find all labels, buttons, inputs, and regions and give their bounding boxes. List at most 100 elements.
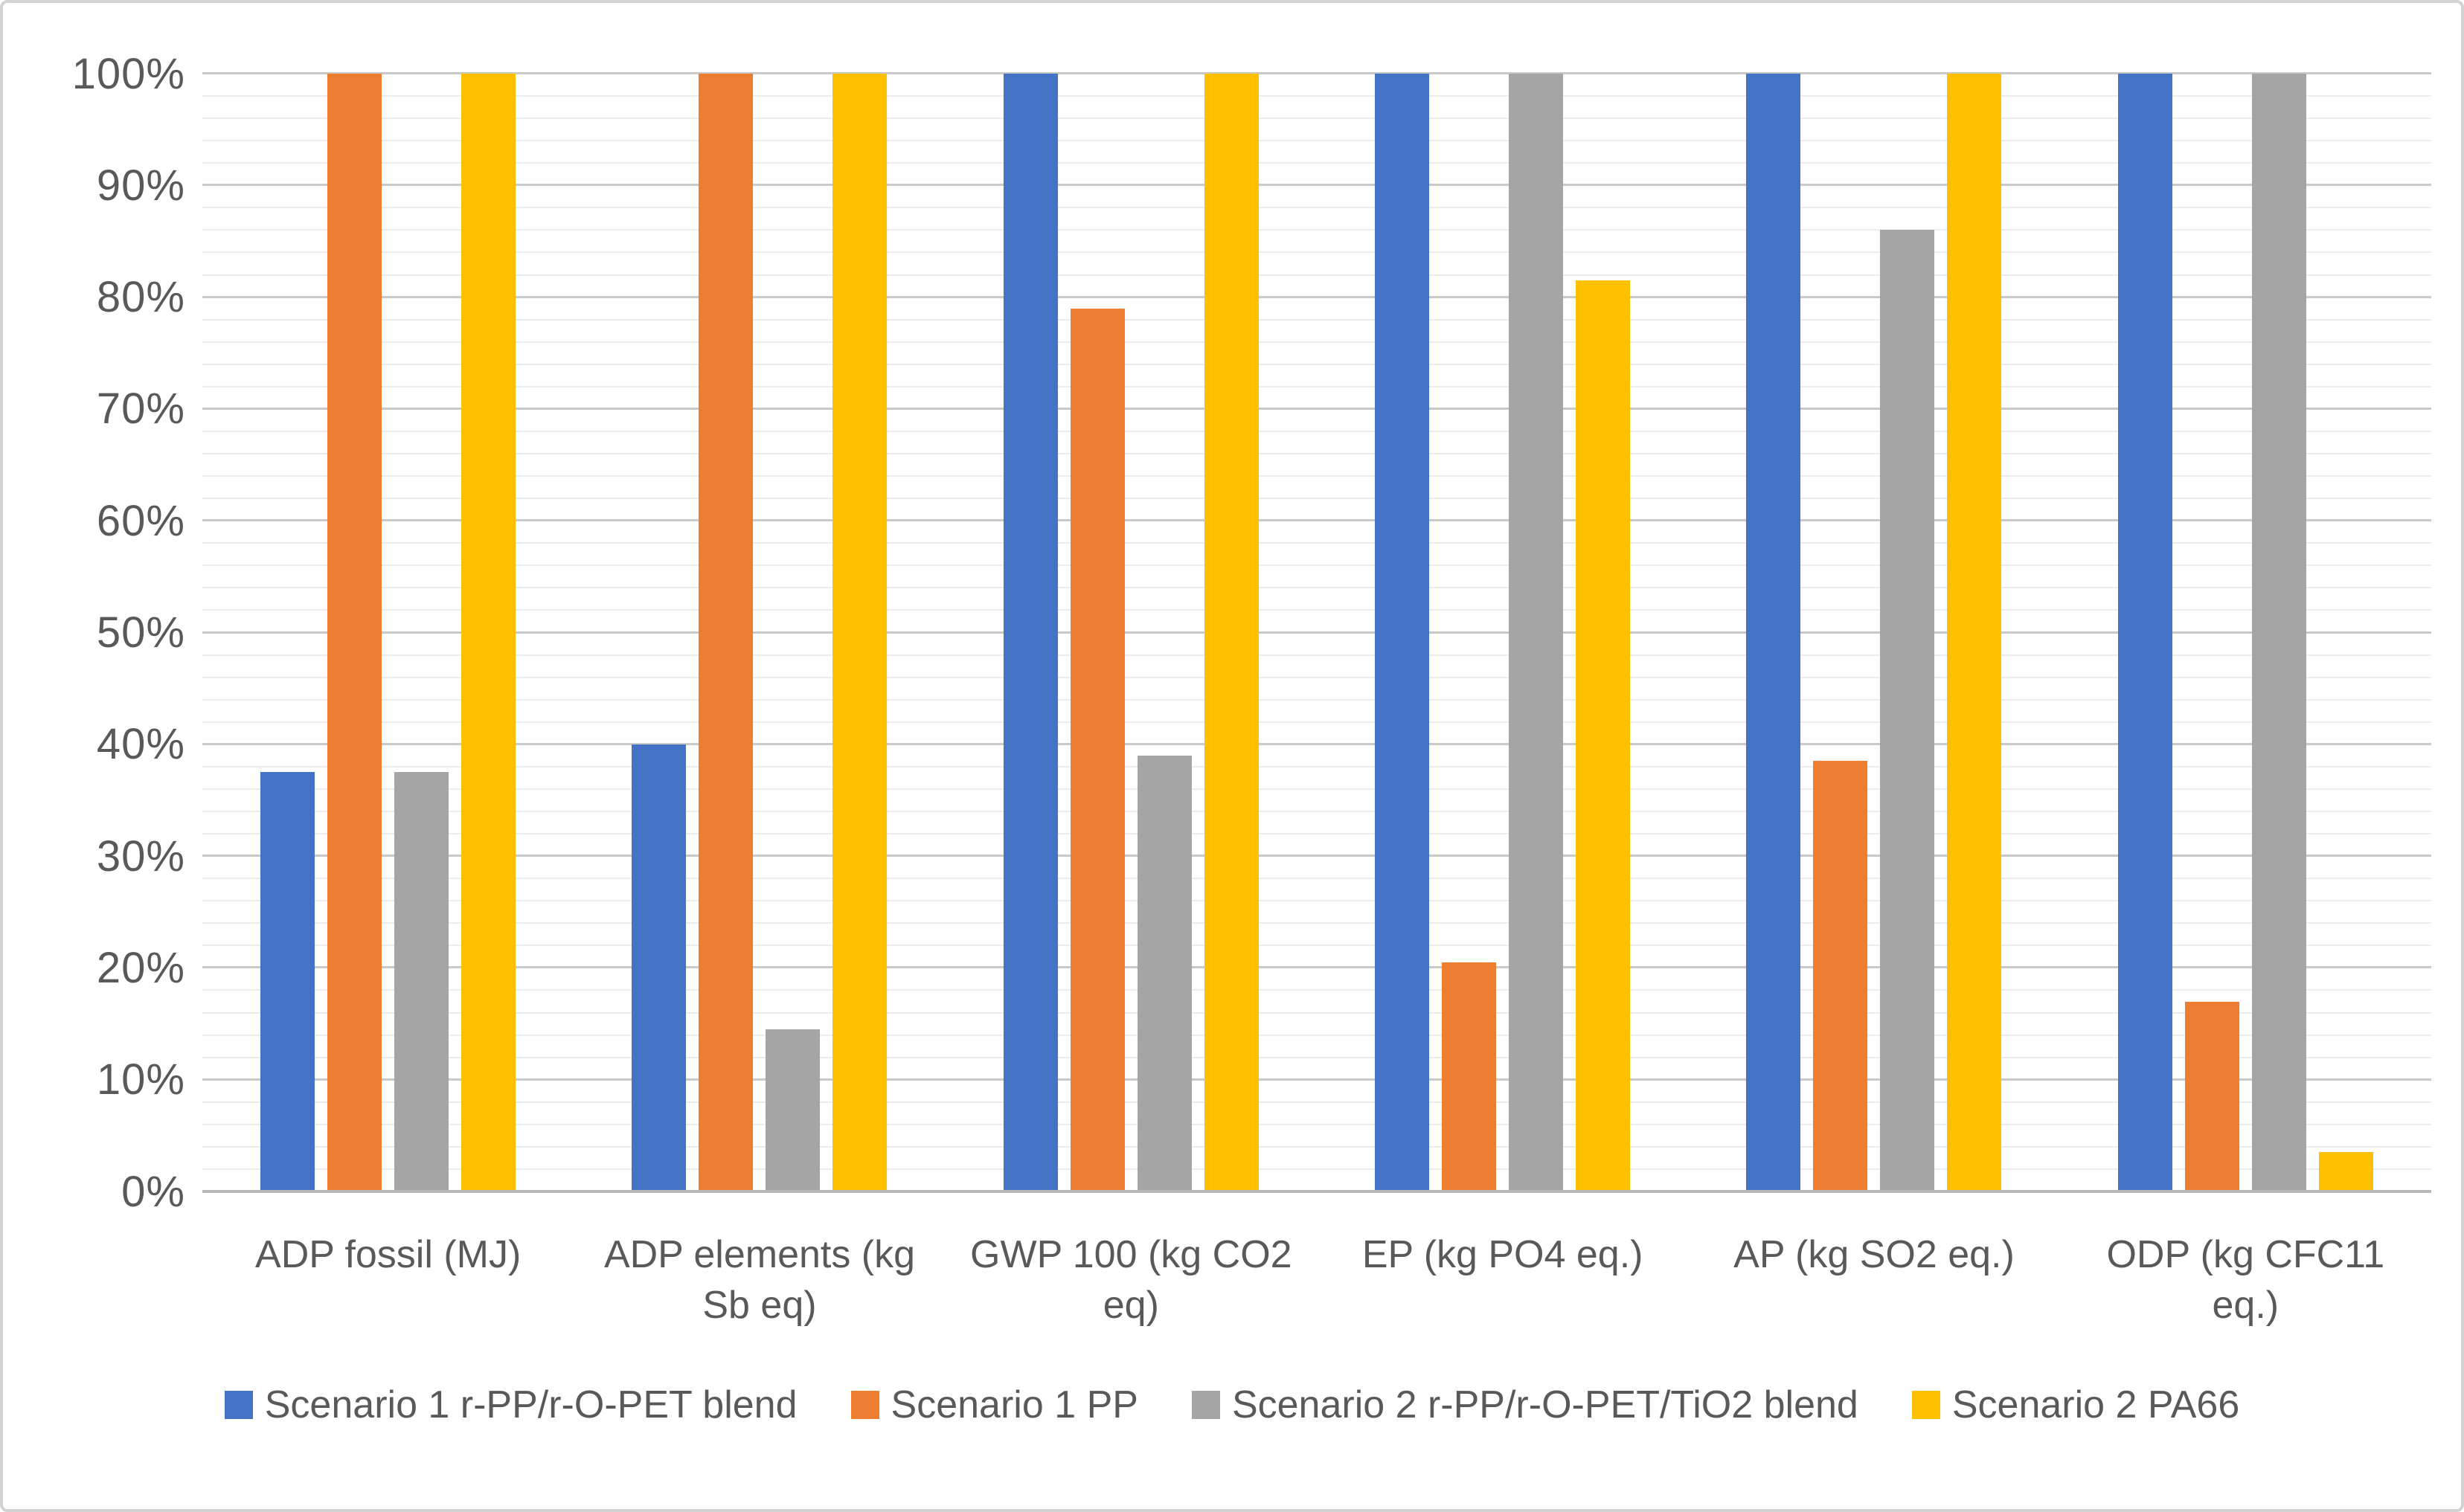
minor-gridline xyxy=(202,587,2431,589)
bar-group xyxy=(1317,74,1688,1191)
minor-gridline xyxy=(202,765,2431,768)
major-gridline xyxy=(202,966,2431,969)
bar-series-3 xyxy=(1880,230,1935,1191)
bar-series-1 xyxy=(260,772,315,1191)
category-label: GWP 100 (kg CO2 eq) xyxy=(970,1233,1292,1327)
bar-series-1 xyxy=(1003,74,1058,1191)
bar-series-1 xyxy=(632,744,687,1191)
bar-group xyxy=(2060,74,2431,1191)
bar-series-1 xyxy=(2117,74,2172,1191)
minor-gridline xyxy=(202,542,2431,544)
category-label: EP (kg PO4 eq.) xyxy=(1361,1233,1643,1276)
legend-label: Scenario 1 r-PP/r-O-PET blend xyxy=(264,1383,798,1426)
category-label: ADP fossil (MJ) xyxy=(255,1233,522,1276)
minor-gridline xyxy=(202,1145,2431,1148)
minor-gridline xyxy=(202,95,2431,97)
minor-gridline xyxy=(202,385,2431,387)
bar-groups xyxy=(202,74,2431,1191)
bar-series-3 xyxy=(1509,74,1564,1191)
y-axis-tick-label: 60% xyxy=(96,496,185,545)
bar-series-3 xyxy=(1137,755,1192,1191)
bar-series-2 xyxy=(699,74,754,1191)
bar-series-3 xyxy=(394,772,449,1191)
legend-item: Scenario 2 r-PP/r-O-PET/TiO2 blend xyxy=(1191,1383,1858,1427)
plot-area xyxy=(202,72,2431,1193)
minor-gridline xyxy=(202,833,2431,835)
major-gridline xyxy=(202,519,2431,522)
minor-gridline xyxy=(202,878,2431,880)
bar-series-1 xyxy=(1746,74,1801,1191)
bar-series-2 xyxy=(1813,761,1868,1191)
category-axis: ADP fossil (MJ) ADP elements (kg Sb eq) GW… xyxy=(202,1230,2431,1331)
legend-label: Scenario 1 PP xyxy=(891,1383,1138,1426)
minor-gridline xyxy=(202,609,2431,611)
legend: Scenario 1 r-PP/r-O-PET blend Scenario 1 … xyxy=(3,1383,2461,1427)
bar-series-2 xyxy=(1442,962,1497,1191)
legend-item: Scenario 1 PP xyxy=(850,1383,1138,1427)
minor-gridline xyxy=(202,922,2431,924)
minor-gridline xyxy=(202,274,2431,276)
minor-gridline xyxy=(202,207,2431,209)
minor-gridline xyxy=(202,1101,2431,1103)
bar-series-1 xyxy=(1375,74,1430,1191)
bar-series-2 xyxy=(327,74,382,1191)
minor-gridline xyxy=(202,564,2431,567)
major-gridline xyxy=(202,72,2431,74)
bar-group xyxy=(1688,74,2059,1191)
major-gridline xyxy=(202,742,2431,745)
bar-series-4 xyxy=(832,74,888,1191)
legend-item: Scenario 2 PA66 xyxy=(1911,1383,2240,1427)
category-label: ODP (kg CFC11 eq.) xyxy=(2106,1233,2385,1327)
bar-series-3 xyxy=(2251,74,2306,1191)
legend-item: Scenario 1 r-PP/r-O-PET blend xyxy=(224,1383,798,1427)
minor-gridline xyxy=(202,430,2431,432)
minor-gridline xyxy=(202,654,2431,656)
bar-series-2 xyxy=(1070,308,1125,1191)
y-axis-tick-label: 100% xyxy=(71,49,185,98)
legend-marker-icon xyxy=(1191,1391,1220,1419)
minor-gridline xyxy=(202,1034,2431,1036)
legend-marker-icon xyxy=(224,1391,253,1419)
y-axis-tick-label: 50% xyxy=(96,608,185,657)
y-axis-tick-label: 10% xyxy=(96,1055,185,1104)
minor-gridline xyxy=(202,118,2431,120)
category-label: ADP elements (kg Sb eq) xyxy=(603,1233,916,1327)
minor-gridline xyxy=(202,1011,2431,1014)
major-gridline xyxy=(202,1078,2431,1081)
minor-gridline xyxy=(202,989,2431,991)
legend-label: Scenario 2 PA66 xyxy=(1951,1383,2240,1426)
minor-gridline xyxy=(202,1168,2431,1170)
x-axis-line xyxy=(202,1190,2431,1193)
major-gridline xyxy=(202,407,2431,410)
y-axis-tick-label: 70% xyxy=(96,385,185,434)
major-gridline xyxy=(202,855,2431,858)
y-axis-tick-label: 20% xyxy=(96,943,185,992)
minor-gridline xyxy=(202,1056,2431,1058)
minor-gridline xyxy=(202,945,2431,947)
minor-gridline xyxy=(202,475,2431,477)
minor-gridline xyxy=(202,498,2431,500)
minor-gridline xyxy=(202,698,2431,701)
y-axis-tick-label: 90% xyxy=(96,161,185,210)
y-axis-tick-label: 80% xyxy=(96,273,185,322)
minor-gridline xyxy=(202,341,2431,343)
minor-gridline xyxy=(202,318,2431,321)
minor-gridline xyxy=(202,676,2431,678)
bar-series-4 xyxy=(1947,74,2002,1191)
legend-marker-icon xyxy=(850,1391,879,1419)
bar-group xyxy=(946,74,1317,1191)
major-gridline xyxy=(202,631,2431,634)
minor-gridline xyxy=(202,900,2431,902)
y-axis-tick-label: 40% xyxy=(96,720,185,769)
minor-gridline xyxy=(202,453,2431,455)
bar-group xyxy=(202,74,574,1191)
bar-series-4 xyxy=(1204,74,1259,1191)
minor-gridline xyxy=(202,251,2431,254)
bar-group xyxy=(574,74,945,1191)
minor-gridline xyxy=(202,810,2431,812)
bar-series-3 xyxy=(766,1029,821,1191)
minor-gridline xyxy=(202,229,2431,231)
bar-series-2 xyxy=(2184,1001,2239,1191)
legend-label: Scenario 2 r-PP/r-O-PET/TiO2 blend xyxy=(1231,1383,1858,1426)
